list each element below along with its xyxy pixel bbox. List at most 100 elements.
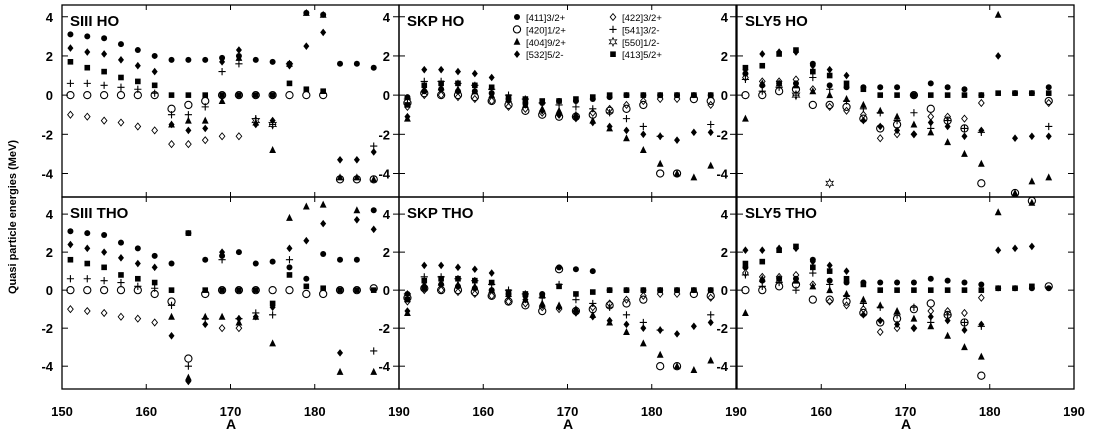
data-point [759, 50, 766, 58]
data-point [168, 120, 175, 129]
data-point [218, 312, 226, 320]
data-point [219, 54, 226, 61]
data-point [573, 291, 579, 297]
data-point [826, 277, 833, 284]
data-point [944, 122, 951, 131]
x-axis-label-2: A [563, 416, 573, 432]
data-point [353, 155, 360, 164]
y-tick-label: -2 [378, 321, 390, 336]
data-point [151, 284, 159, 292]
data-point [656, 350, 664, 358]
data-point [977, 371, 986, 380]
data-point [437, 286, 445, 295]
data-point [810, 264, 816, 271]
data-point [235, 46, 242, 54]
x-axis-label-3: A [901, 416, 911, 432]
data-point [656, 169, 665, 178]
data-point [117, 278, 125, 287]
data-point [151, 126, 159, 135]
data-point [707, 318, 714, 327]
data-point [622, 115, 631, 123]
data-point [910, 120, 918, 128]
panel-frame [736, 196, 1075, 390]
legend-label: [532]5/2- [526, 50, 564, 61]
data-point [83, 112, 91, 121]
data-point [893, 324, 901, 333]
data-point [911, 92, 917, 98]
data-point [623, 320, 630, 329]
data-point [894, 92, 900, 98]
data-point [184, 116, 192, 124]
panel-frame [61, 196, 400, 390]
data-point [859, 110, 867, 119]
data-point [118, 74, 124, 81]
data-point [83, 306, 91, 316]
data-point [201, 103, 209, 111]
data-point [977, 128, 985, 136]
data-point [269, 311, 277, 319]
data-point [302, 8, 310, 16]
data-point [742, 260, 749, 267]
data-point [202, 56, 209, 63]
data-point [927, 124, 935, 133]
y-tick-label: 4 [383, 207, 391, 222]
data-point [639, 339, 647, 347]
data-point [455, 80, 461, 87]
data-point [521, 104, 529, 113]
data-point [589, 108, 597, 117]
data-point [876, 109, 884, 117]
data-point [911, 287, 917, 293]
data-point [909, 90, 919, 100]
data-point [759, 258, 766, 265]
x-tick-label: 180 [979, 404, 1001, 419]
data-point [352, 285, 362, 295]
data-point [843, 301, 850, 310]
data-point [437, 83, 445, 91]
data-point [961, 149, 968, 157]
data-point [505, 289, 512, 295]
data-point [977, 98, 985, 108]
data-point [201, 315, 209, 323]
data-point [353, 206, 361, 214]
data-point [960, 124, 969, 133]
data-point [184, 139, 192, 149]
data-point [656, 326, 664, 334]
data-point [168, 312, 175, 320]
data-point [1045, 90, 1052, 96]
data-point [67, 31, 74, 38]
data-point [66, 285, 75, 295]
data-point [1045, 122, 1053, 131]
data-point [117, 239, 124, 246]
data-point [471, 87, 479, 95]
data-point [218, 68, 226, 76]
data-point [775, 79, 783, 87]
x-tick-label: 160 [135, 404, 157, 419]
data-point [538, 303, 546, 312]
data-point [775, 274, 783, 282]
data-point [421, 261, 428, 270]
x-tick-label: 170 [220, 404, 242, 419]
data-point [825, 295, 834, 304]
data-point [303, 236, 310, 245]
data-point [893, 116, 901, 125]
data-point [1028, 242, 1035, 251]
data-point [673, 169, 681, 177]
data-point [809, 73, 817, 82]
data-point [268, 119, 278, 130]
data-point [792, 270, 800, 280]
data-point [640, 324, 647, 332]
data-point [606, 122, 613, 131]
legend-symbol [514, 14, 520, 20]
data-point [556, 283, 562, 290]
data-point [320, 219, 327, 228]
legend-label: [411]3/2+ [526, 13, 566, 24]
data-point [825, 178, 835, 189]
panel-4: SIII THO [61, 196, 400, 390]
data-point [404, 112, 411, 121]
data-point [826, 72, 833, 79]
data-point [319, 200, 327, 208]
data-point [84, 33, 91, 40]
data-point [151, 252, 158, 259]
data-point [842, 292, 851, 300]
data-point [927, 312, 934, 321]
